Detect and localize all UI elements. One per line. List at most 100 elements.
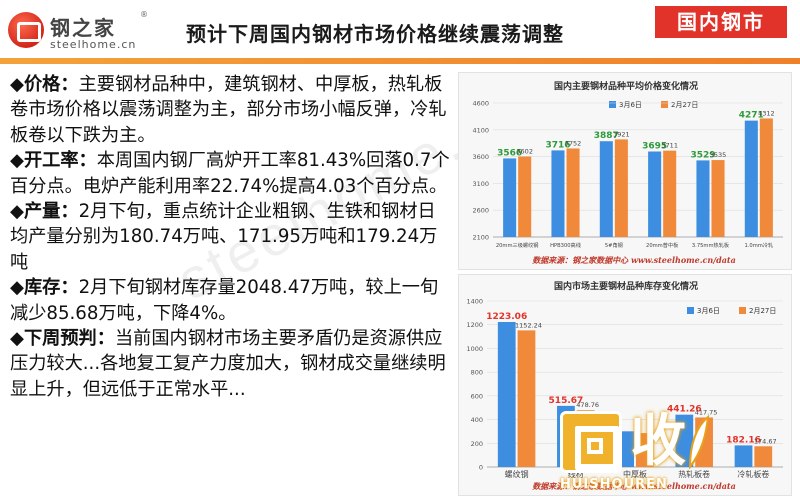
logo-text: HUISHOUREN — [560, 477, 668, 492]
paragraph-text: 2月下旬钢材库存量2048.47万吨，较上一旬减少85.68万吨，下降4%。 — [10, 277, 439, 324]
steelhome-logo-icon — [8, 12, 44, 48]
logo-character: 收 — [630, 409, 686, 474]
chart-title: 国内主要钢材品种平均价格变化情况 — [554, 80, 698, 92]
data-source: 数据来源：钢之家数据中心 www.steelhome.cn/data — [532, 481, 736, 491]
data-label: 3602 — [516, 147, 533, 155]
legend-swatch — [609, 101, 616, 108]
data-source: 数据来源：钢之家数据中心 www.steelhome.cn/data — [532, 255, 736, 265]
legend-label: 3月6日 — [697, 307, 720, 315]
data-label: 174.67 — [754, 437, 777, 445]
data-label: 3752 — [565, 139, 582, 147]
bar — [599, 141, 613, 237]
inventory-chart: 国内市场主要钢材品种库存变化情况 3月6日 2月27日 0 200 400 600 800 10… — [466, 280, 783, 491]
bar — [518, 156, 532, 237]
bullet-label: ◆开工率： — [10, 150, 97, 172]
bullet-label: ◆价格： — [10, 74, 79, 95]
recycle-box-icon — [560, 411, 622, 473]
section-tag: 国内钢市 — [655, 6, 787, 38]
logo-name: 钢之家 — [50, 16, 116, 40]
bar — [744, 120, 758, 237]
legend-label: 2月27日 — [671, 101, 698, 109]
data-label: 3716 — [545, 140, 570, 150]
summary-paragraph: ◆开工率：本周国内钢厂高炉开工率81.43%回落0.7个百分点。电炉产能利用率2… — [10, 148, 450, 199]
data-label: 3711 — [661, 142, 678, 150]
data-label: 3529 — [690, 150, 715, 160]
summary-paragraph: ◆价格：主要钢材品种中，建筑钢材、中厚板，热轧板卷市场价格以震荡调整为主，部分市… — [10, 72, 450, 148]
price-chart-panel: 国内主要钢材品种平均价格变化情况 3月6日 2月27日 2100 2600 3100 360… — [458, 72, 792, 270]
paragraph-text: 当前国内钢材市场主要矛盾仍是资源供应压力较大...各地复工复产力度加大，钢材成交… — [10, 328, 446, 400]
y-tick-label: 1200 — [466, 321, 483, 329]
y-tick-label: 3100 — [472, 180, 489, 188]
data-label: 3887 — [594, 131, 619, 141]
data-label: 3535 — [710, 151, 727, 159]
summary-paragraph: ◆下周预判：当前国内钢材市场主要矛盾仍是资源供应压力较大...各地复工复产力度加… — [10, 326, 450, 402]
bullet-label: ◆产量： — [10, 201, 79, 223]
paragraph-text: 本周国内钢厂高炉开工率81.43%回落0.7个百分点。电炉产能利用率22.74%… — [10, 150, 450, 197]
y-tick-label: 600 — [471, 392, 483, 400]
data-label: 3921 — [613, 130, 630, 138]
data-label: 515.67 — [549, 396, 584, 406]
y-tick-label: 2100 — [472, 234, 489, 242]
logo-domain: steelhome.cn — [50, 38, 137, 51]
bar — [734, 445, 753, 467]
bar — [711, 160, 725, 237]
legend-label: 2月27日 — [749, 307, 776, 315]
data-label: 1223.06 — [486, 312, 527, 322]
header-divider — [0, 58, 800, 64]
price-chart: 国内主要钢材品种平均价格变化情况 3月6日 2月27日 2100 2600 3100 360… — [472, 80, 783, 265]
data-label: 182.16 — [726, 435, 761, 445]
bar — [551, 150, 565, 237]
summary-text: steelhome.cn ◆价格：主要钢材品种中，建筑钢材、中厚板，热轧板卷市场… — [10, 72, 533, 492]
data-label: 441.26 — [667, 405, 702, 415]
category-label: 20mm三级螺纹钢 — [496, 241, 539, 249]
y-tick-label: 3600 — [472, 153, 489, 161]
legend-swatch — [687, 307, 694, 314]
category-label: 冷轧板卷 — [737, 469, 769, 479]
bar — [503, 158, 517, 237]
y-tick-label: 1000 — [466, 345, 483, 353]
bar — [517, 330, 536, 467]
bar — [566, 148, 580, 237]
legend-label: 3月6日 — [619, 101, 642, 109]
category-label: 20mm普中板 — [646, 241, 679, 249]
chart-title: 国内市场主要钢材品种库存变化情况 — [554, 280, 698, 292]
legend-swatch — [661, 101, 668, 108]
bar — [696, 160, 710, 237]
inventory-chart-panel: 国内市场主要钢材品种库存变化情况 3月6日 2月27日 0 200 400 600 800 10… — [458, 274, 792, 496]
bar — [759, 118, 773, 237]
summary-paragraph: ◆产量：2月下旬，重点统计企业粗钢、生铁和钢材日均产量分别为180.74万吨、1… — [10, 199, 450, 275]
paragraph-text: 主要钢材品种中，建筑钢材、中厚板，热轧板卷市场价格以震荡调整为主，部分市场小幅反… — [10, 74, 447, 146]
bar — [614, 139, 628, 237]
registered-mark: ® — [140, 10, 148, 19]
bullet-label: ◆下周预判： — [10, 328, 115, 350]
y-tick-label: 200 — [471, 440, 483, 448]
y-tick-label: 400 — [471, 416, 483, 424]
header: 钢之家 ® steelhome.cn 预计下周国内钢材市场价格继续震荡调整 国内… — [0, 0, 800, 64]
bar — [648, 151, 662, 237]
bar — [497, 321, 516, 467]
category-label: 线材 — [568, 469, 584, 479]
bar — [675, 414, 694, 467]
bar — [663, 150, 677, 237]
bar — [636, 433, 654, 467]
category-label: 3.75mm热轧板 — [692, 241, 730, 249]
category-label: 热轧板卷 — [678, 469, 710, 479]
summary-paragraph: ◆库存：2月下旬钢材库存量2048.47万吨，较上一旬减少85.68万吨，下降4… — [10, 275, 450, 326]
y-tick-label: 4100 — [472, 126, 489, 134]
bar — [754, 446, 773, 467]
y-tick-label: 1400 — [466, 298, 483, 306]
category-label: HPB300高线 — [550, 241, 581, 249]
huishouren-logo: 收 HUISHOUREN — [560, 405, 710, 495]
y-tick-label: 0 — [479, 464, 483, 472]
bullet-label: ◆库存： — [10, 277, 79, 299]
y-tick-label: 2600 — [472, 207, 489, 215]
leaf-icon — [688, 415, 710, 469]
data-label: 4312 — [758, 109, 775, 117]
data-label: 417.75 — [695, 408, 718, 416]
category-label: 5#角钢 — [605, 241, 623, 249]
paragraph-text: 2月下旬，重点统计企业粗钢、生铁和钢材日均产量分别为180.74万吨、171.9… — [10, 201, 438, 273]
data-label: 1152.24 — [515, 321, 542, 329]
data-label: 3695 — [642, 142, 667, 152]
page-title: 预计下周国内钢材市场价格继续震荡调整 — [186, 22, 564, 46]
steelhome-logo[interactable]: 钢之家 ® steelhome.cn — [8, 8, 168, 56]
